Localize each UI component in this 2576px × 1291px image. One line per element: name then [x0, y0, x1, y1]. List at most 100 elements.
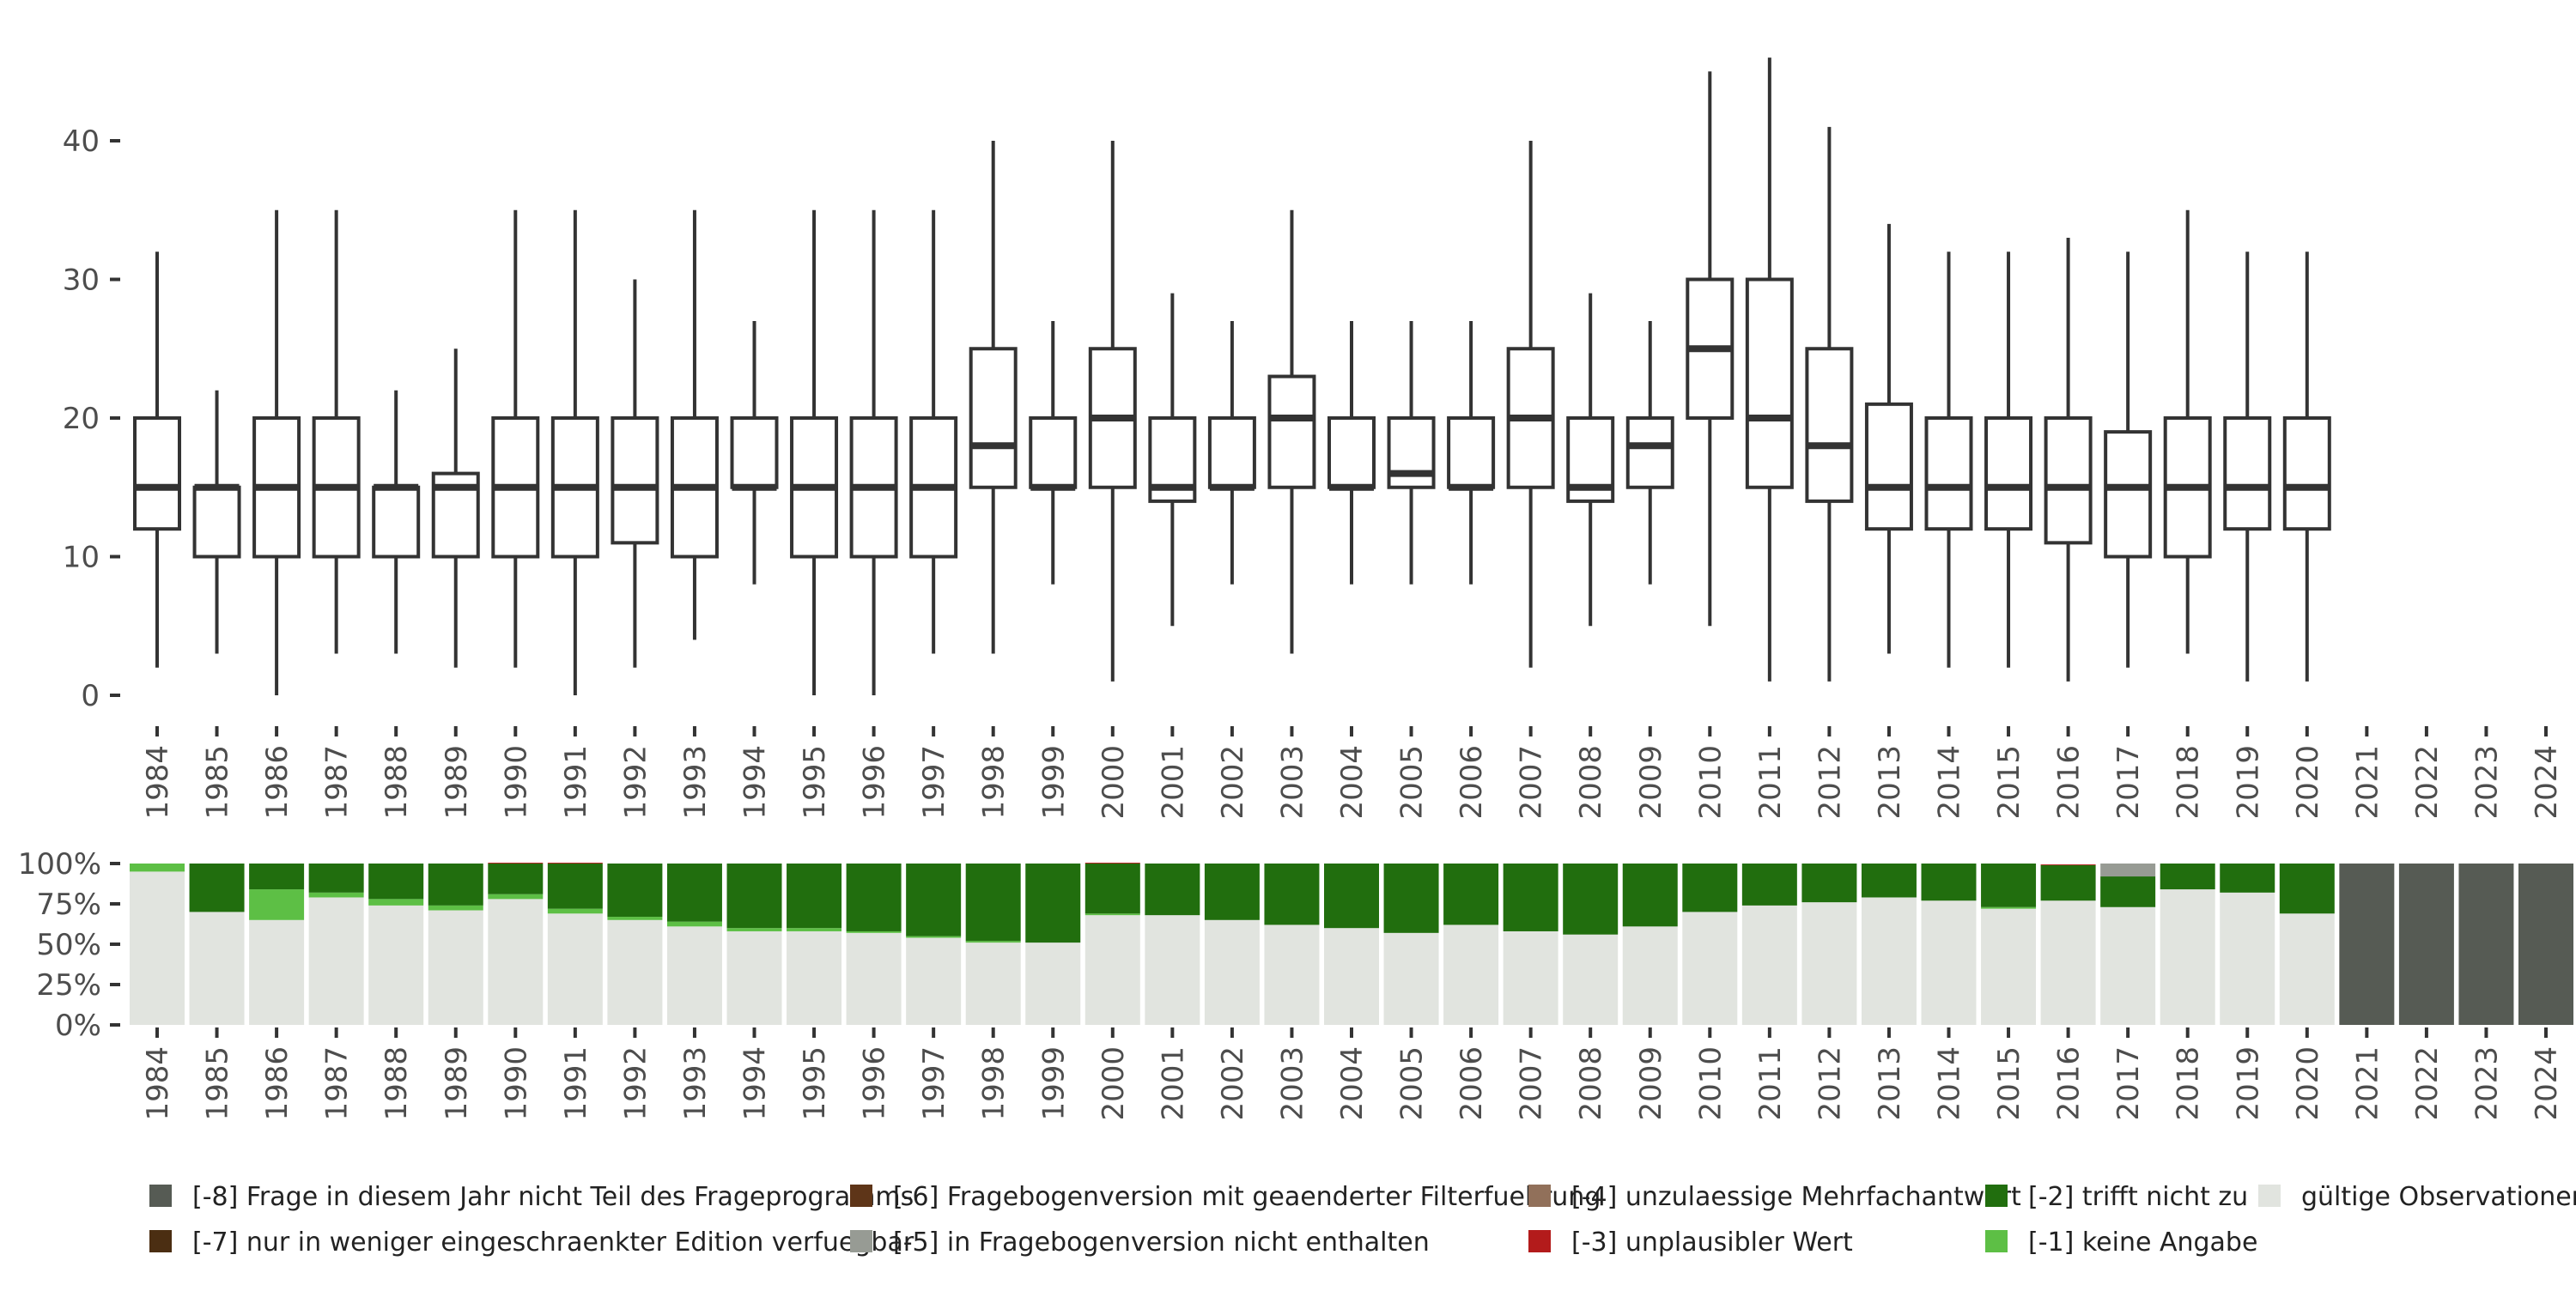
- bar-segment-0: [607, 919, 663, 1025]
- box-2005: [1387, 320, 1436, 585]
- bar-segment-1: [965, 941, 1021, 943]
- legend-swatch: [850, 1230, 872, 1252]
- bar-segment-3: [2040, 864, 2096, 865]
- legend-label: [-3] unplausibler Wert: [1571, 1227, 1853, 1258]
- y-tick-label: 20: [63, 402, 100, 436]
- bar-segment-0: [2040, 900, 2096, 1025]
- legend-item: gültige Observationen: [2258, 1182, 2576, 1212]
- x-tick-label: 1989: [440, 1046, 474, 1121]
- bar-segment-2: [1563, 864, 1619, 935]
- legend-swatch: [1528, 1230, 1551, 1252]
- bar-segment-0: [368, 905, 424, 1025]
- x-tick-label: 1997: [917, 1046, 951, 1121]
- x-tick-label: 2014: [1933, 1046, 1967, 1121]
- bar-segment-2: [308, 864, 364, 893]
- x-tick-label: 1998: [977, 745, 1012, 820]
- legend-swatch: [1985, 1230, 2008, 1252]
- box-2007: [1506, 141, 1555, 668]
- legend-label: [-1] keine Angabe: [2028, 1227, 2257, 1258]
- box-iqr: [1267, 374, 1316, 489]
- x-tick-label: 1985: [201, 745, 235, 820]
- bar-2011: [1741, 864, 1797, 1025]
- x-tick-label: 2004: [1335, 745, 1370, 820]
- box-1987: [312, 209, 361, 654]
- bar-segment-0: [1324, 928, 1379, 1025]
- bar-segment-2: [1443, 864, 1499, 925]
- bar-segment-0: [1682, 912, 1738, 1025]
- box-1992: [611, 279, 659, 668]
- y-tick-label: 0: [81, 679, 100, 713]
- box-2011: [1745, 58, 1794, 682]
- legend-swatch: [1985, 1185, 2008, 1207]
- x-tick-label: 1998: [977, 1046, 1012, 1121]
- x-tick-label: 1988: [380, 745, 414, 820]
- y-tick-label: 30: [63, 264, 100, 298]
- bar-segment-0: [1981, 908, 2037, 1025]
- x-tick-label: 2017: [2111, 1046, 2146, 1121]
- bar-segment-0: [1741, 905, 1797, 1025]
- box-2016: [2044, 238, 2093, 682]
- x-tick-label: 2008: [1574, 745, 1608, 820]
- bar-segment-2: [1741, 864, 1797, 906]
- box-iqr: [1447, 416, 1496, 489]
- x-tick-label: 2000: [1097, 745, 1131, 820]
- bar-segment-0: [846, 932, 902, 1025]
- box-1996: [849, 209, 898, 695]
- legend-swatch: [149, 1185, 172, 1207]
- box-iqr: [1387, 416, 1436, 489]
- bar-segment-1: [846, 930, 902, 933]
- x-tick-label: 1985: [201, 1046, 235, 1121]
- bar-2006: [1443, 864, 1499, 1025]
- box-iqr: [730, 416, 779, 489]
- x-tick-label: 2002: [1216, 1046, 1250, 1121]
- bar-2019: [2220, 864, 2275, 1025]
- x-tick-label: 1986: [260, 1046, 295, 1121]
- bar-2004: [1324, 864, 1379, 1025]
- legend-swatch: [850, 1185, 872, 1207]
- box-1993: [670, 209, 719, 640]
- x-tick-label: 1995: [798, 1046, 832, 1121]
- bar-1985: [189, 864, 245, 1025]
- bar-segment-1: [488, 894, 544, 900]
- x-tick-label: 2007: [1515, 745, 1549, 820]
- bar-2024: [2518, 864, 2573, 1025]
- x-tick-label: 2013: [1873, 1046, 1907, 1121]
- bar-segment-0: [1204, 919, 1260, 1025]
- bar-1998: [965, 864, 1021, 1025]
- bar-1989: [428, 864, 483, 1025]
- x-tick-label: 1987: [320, 745, 355, 820]
- x-tick-label: 2024: [2530, 745, 2564, 820]
- bar-segment-2: [547, 864, 603, 909]
- bar-segment-0: [130, 871, 185, 1025]
- bar-1986: [249, 864, 305, 1025]
- bar-segment-0: [1622, 926, 1678, 1025]
- bar-segment-0: [189, 912, 245, 1025]
- legend-label: [-7] nur in weniger eingeschraenkter Edi…: [192, 1227, 914, 1258]
- x-tick-label: 2023: [2470, 745, 2504, 820]
- box-2015: [1984, 252, 2033, 668]
- bar-segment-1: [726, 928, 782, 931]
- x-tick-label: 2011: [1753, 1046, 1788, 1121]
- bar-segment-1: [428, 905, 483, 911]
- bar-1996: [846, 864, 902, 1025]
- bar-segment-2: [1503, 864, 1558, 931]
- y-tick-label: 10: [63, 541, 100, 575]
- x-tick-label: 2008: [1574, 1046, 1608, 1121]
- x-tick-label: 2021: [2350, 1046, 2385, 1121]
- y-tick-label: 40: [63, 124, 100, 159]
- bar-segment-5: [2518, 864, 2573, 1025]
- x-tick-label: 1992: [618, 745, 653, 820]
- x-tick-label: 1991: [559, 1046, 593, 1121]
- bar-segment-2: [1861, 864, 1917, 898]
- bar-segment-0: [965, 942, 1021, 1025]
- bar-segment-2: [428, 864, 483, 906]
- bar-segment-2: [1324, 864, 1379, 929]
- bar-segment-0: [1145, 915, 1200, 1025]
- x-tick-label: 2012: [1813, 1046, 1847, 1121]
- bar-2022: [2398, 864, 2454, 1025]
- box-iqr: [2282, 416, 2331, 531]
- box-2017: [2104, 252, 2153, 668]
- bar-segment-4: [2100, 864, 2156, 877]
- bar-2023: [2458, 864, 2514, 1025]
